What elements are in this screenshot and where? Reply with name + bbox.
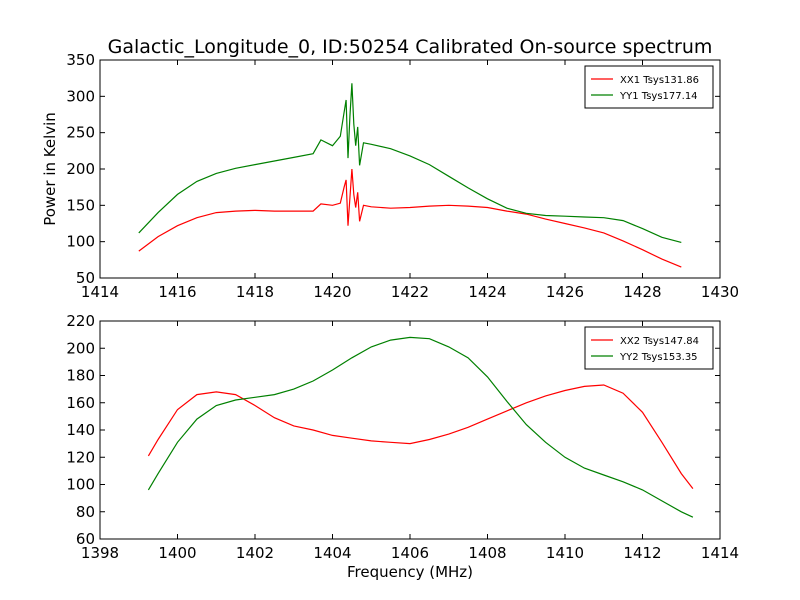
y-tick-label: 200 (66, 339, 95, 357)
y-tick-label: 150 (66, 196, 95, 214)
series-line-1-1 (147, 336, 694, 518)
x-tick-label: 1400 (158, 544, 196, 562)
x-tick-label: 1408 (468, 544, 506, 562)
y-tick-label: 160 (66, 394, 95, 412)
y-tick-label: 300 (66, 87, 95, 105)
legend-box (584, 326, 714, 370)
figure-title: Galactic_Longitude_0, ID:50254 Calibrate… (108, 36, 713, 58)
y-tick-label: 100 (66, 476, 95, 494)
legend-label: XX2 Tsys147.84 (620, 336, 699, 347)
x-tick-label: 1416 (158, 283, 196, 301)
legend-label: YY2 Tsys153.35 (619, 352, 698, 363)
x-tick-label: 1410 (546, 544, 584, 562)
y-tick-label: 250 (66, 124, 95, 142)
x-tick-label: 1412 (623, 544, 661, 562)
x-tick-label: 1414 (701, 544, 739, 562)
y-tick-label: 120 (66, 448, 95, 466)
x-tick-label: 1422 (391, 283, 429, 301)
x-tick-label: 1418 (236, 283, 274, 301)
x-tick-label: 1414 (81, 283, 119, 301)
x-tick-label: 1426 (546, 283, 584, 301)
series-line-0-1 (138, 83, 682, 243)
x-tick-label: 1430 (701, 283, 739, 301)
x-tick-label: 1424 (468, 283, 506, 301)
y-tick-label: 200 (66, 160, 95, 178)
x-tick-label: 1404 (313, 544, 351, 562)
top-chart-panel: 1414 1416 1418 1420 1422 1424 1426 1428 1430 50 10… (66, 51, 739, 301)
legend-label: YY1 Tsys177.14 (619, 91, 698, 102)
bottom-chart-panel: 1398 1400 1402 1404 1406 1408 1410 1412 1414 60 80… (66, 312, 739, 562)
legend-label: XX1 Tsys131.86 (620, 75, 699, 86)
series-line-0-0 (138, 168, 682, 268)
x-tick-label: 1428 (623, 283, 661, 301)
x-axis-label-bottom: Frequency (MHz) (347, 563, 473, 581)
legend-box (584, 65, 714, 109)
y-tick-label: 80 (76, 503, 95, 521)
y-tick-label: 350 (66, 51, 95, 69)
series-line-1-0 (147, 384, 694, 489)
x-tick-label: 1420 (313, 283, 351, 301)
y-tick-label: 220 (66, 312, 95, 330)
y-axis-label-top: Power in Kelvin (41, 112, 59, 226)
y-tick-label: 50 (76, 269, 95, 287)
x-tick-label: 1402 (236, 544, 274, 562)
y-tick-label: 180 (66, 367, 95, 385)
y-tick-label: 140 (66, 421, 95, 439)
x-tick-label: 1406 (391, 544, 429, 562)
y-tick-label: 60 (76, 530, 95, 548)
y-tick-label: 100 (66, 233, 95, 251)
x-tick-label: 1398 (81, 544, 119, 562)
